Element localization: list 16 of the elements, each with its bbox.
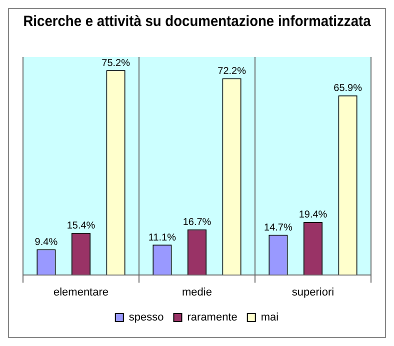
- data-label: 14.7%: [264, 222, 292, 234]
- data-label: 9.4%: [34, 236, 58, 248]
- legend-label: raramente: [187, 312, 238, 324]
- data-label: 65.9%: [334, 83, 362, 94]
- x-tick-label: elementare: [53, 286, 109, 298]
- x-tick-label: superiori: [292, 286, 334, 298]
- data-label: 19.4%: [298, 210, 328, 221]
- legend-label: spesso: [128, 312, 164, 324]
- legend-label: mai: [260, 312, 279, 324]
- data-label: 72.2%: [218, 66, 246, 77]
- data-label: 11.1%: [148, 232, 176, 244]
- data-label: 15.4%: [66, 220, 96, 232]
- chart-title: Ricerche e attività su documentazione informatizzata: [23, 14, 372, 30]
- data-label: 75.2%: [102, 58, 130, 69]
- x-tick-label: medie: [182, 286, 212, 298]
- data-label: 16.7%: [182, 217, 212, 228]
